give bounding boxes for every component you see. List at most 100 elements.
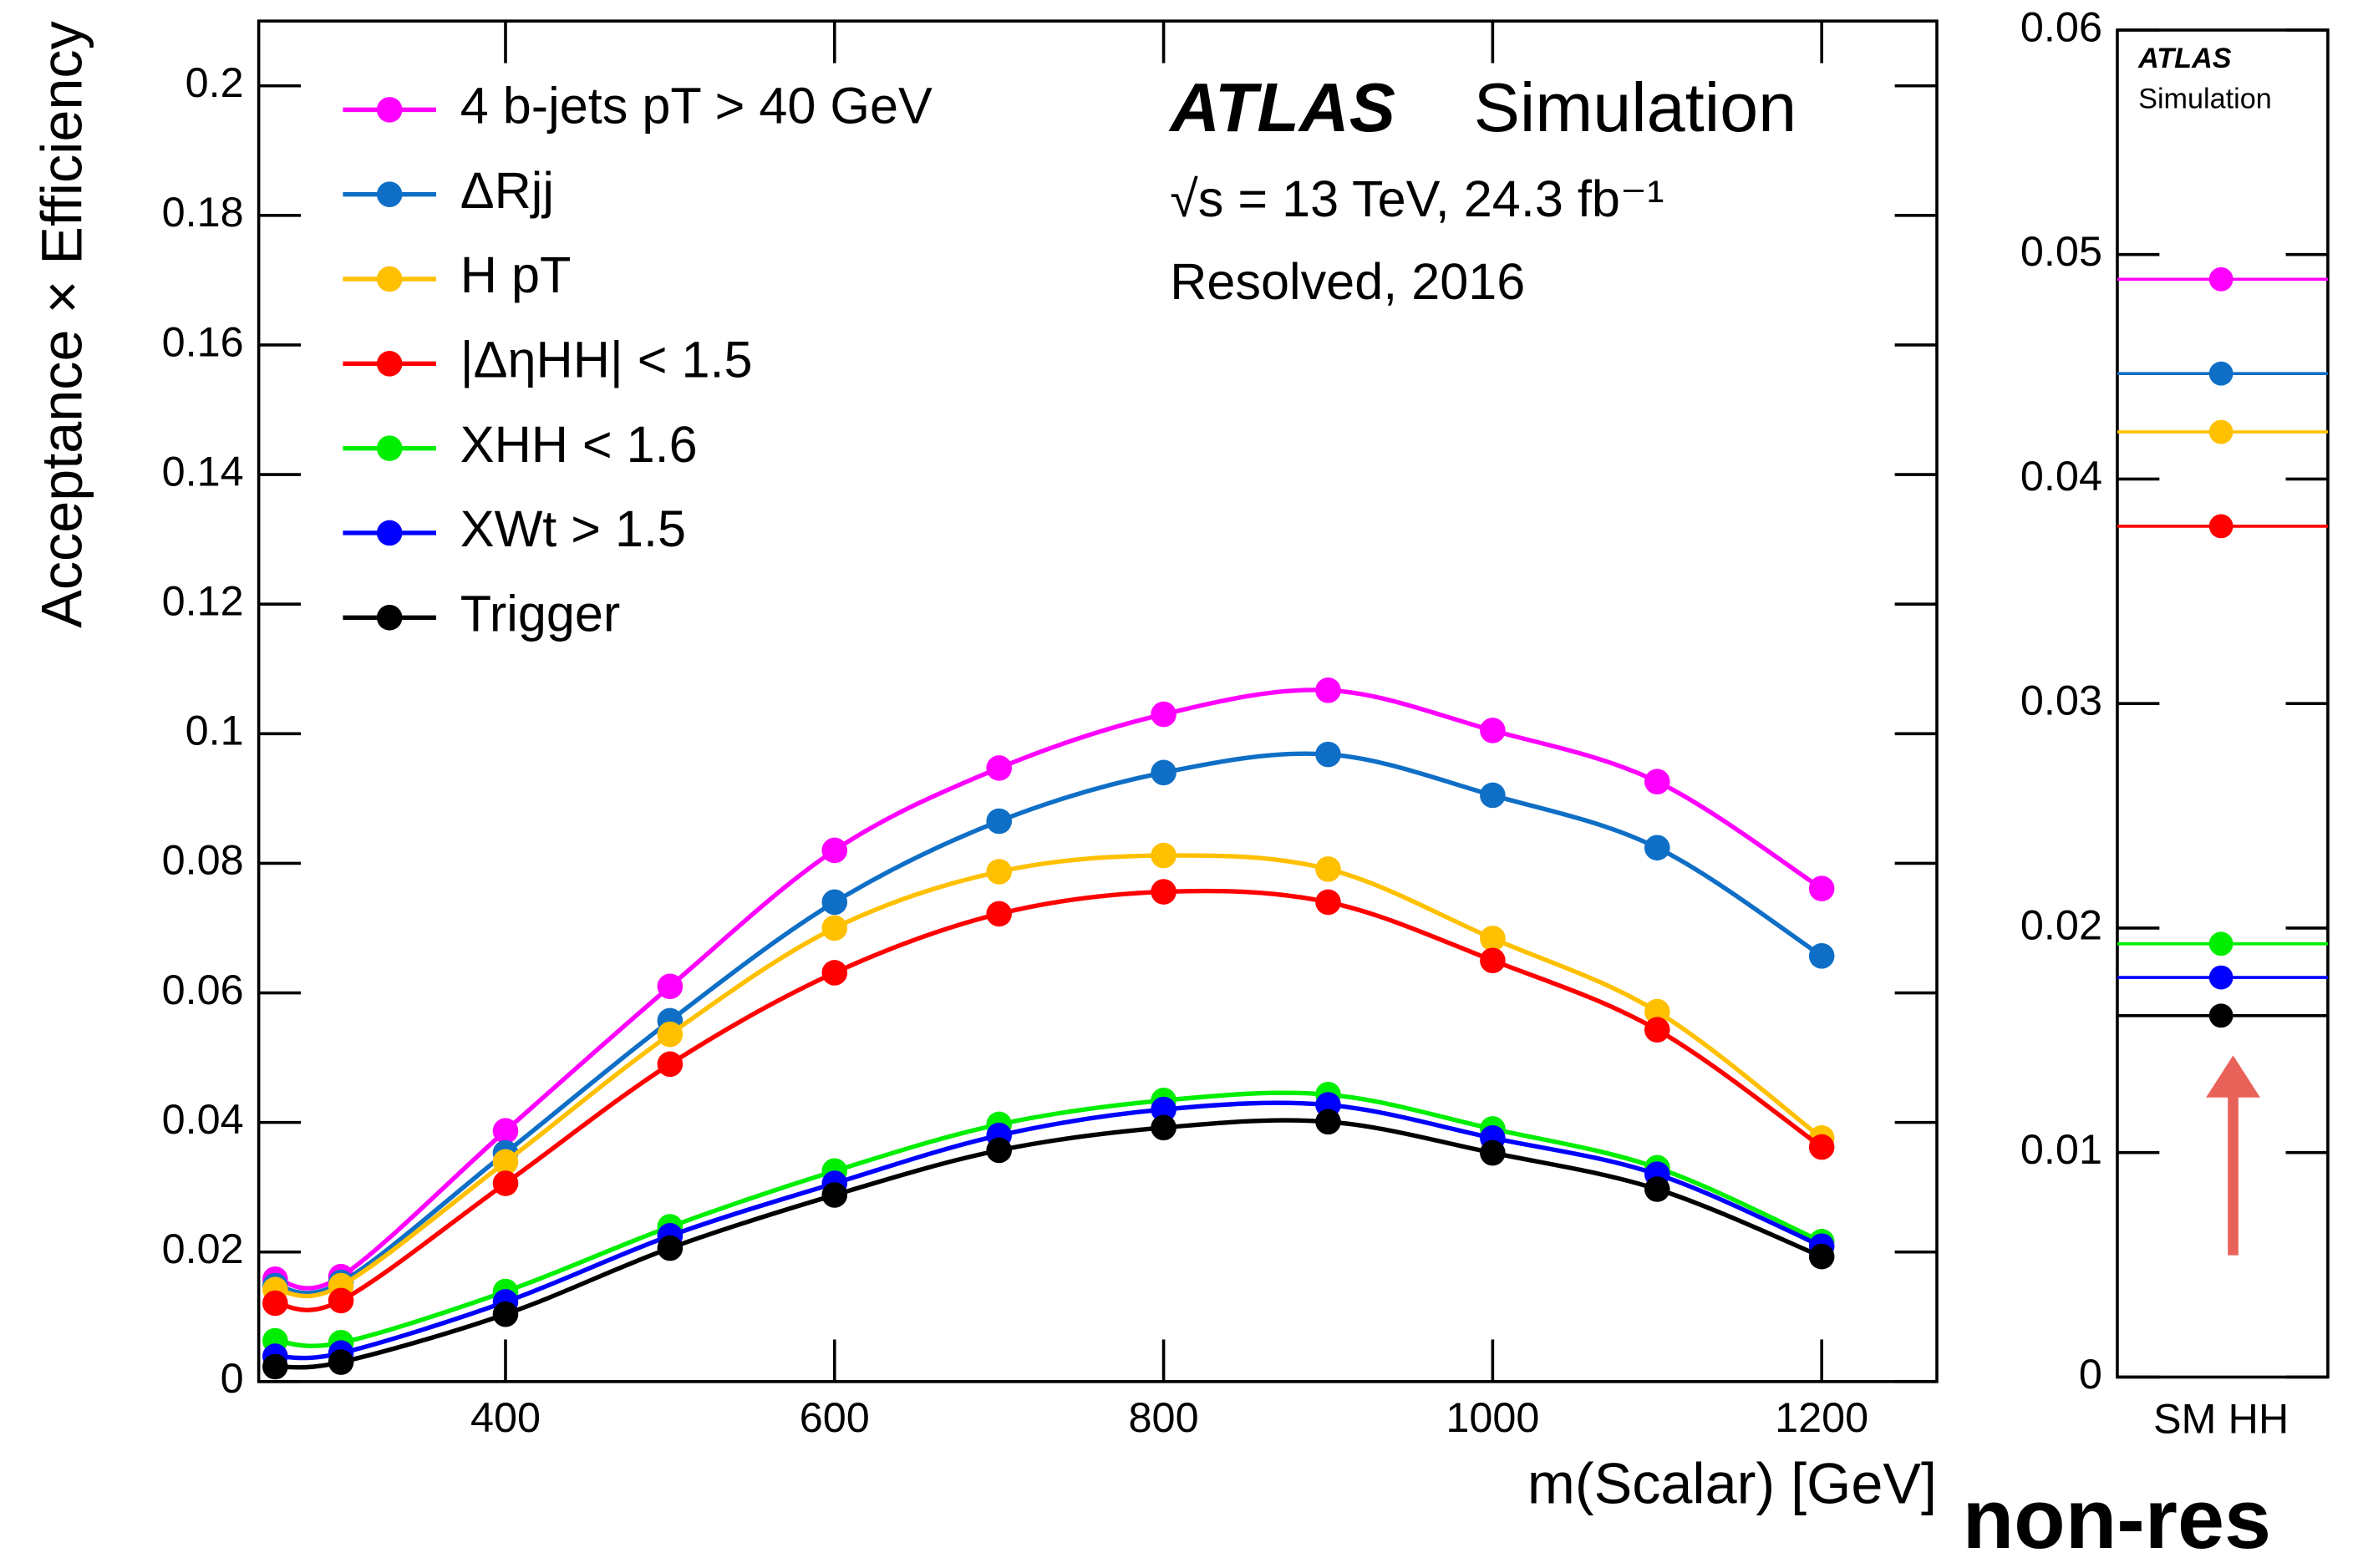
y-tick-label: 0.12: [162, 577, 244, 625]
annotation: non-res: [1963, 1473, 2272, 1566]
y-tick-label: 0.14: [162, 447, 244, 495]
data-point: [1808, 943, 1835, 969]
legend-marker: [376, 435, 403, 461]
x-tick-label: SM HH: [2153, 1395, 2289, 1443]
legend-marker: [376, 97, 403, 123]
annotation: ATLAS: [2137, 43, 2232, 74]
data-point: [657, 1235, 684, 1261]
x-tick-label: 600: [800, 1393, 870, 1441]
data-point: [2208, 931, 2233, 957]
y-tick-label: 0.2: [185, 58, 244, 106]
legend-label: XHH < 1.6: [460, 416, 698, 473]
data-point: [821, 915, 848, 941]
data-point: [328, 1349, 354, 1375]
annotation: Resolved, 2016: [1170, 253, 1525, 310]
data-point: [1315, 856, 1341, 882]
annotation: Simulation: [2138, 84, 2272, 115]
data-point: [657, 1021, 684, 1048]
y-tick-label: 0.06: [162, 966, 244, 1013]
data-point: [986, 901, 1012, 927]
data-point: [492, 1118, 519, 1144]
legend-label: H pT: [460, 246, 572, 303]
annotation: ATLAS: [1168, 69, 1395, 146]
data-point: [262, 1353, 288, 1380]
data-point: [821, 1182, 848, 1208]
y-tick-label: 0.03: [2020, 677, 2102, 724]
legend-label: ΔRjj: [460, 162, 554, 219]
data-point: [328, 1287, 354, 1314]
data-point: [1151, 879, 1176, 905]
y-tick-label: 0.04: [162, 1095, 244, 1143]
data-point: [1151, 759, 1176, 786]
x-tick-label: 800: [1129, 1393, 1199, 1441]
data-point: [657, 1051, 684, 1078]
data-point: [657, 973, 684, 1000]
legend-label: |ΔηHH| < 1.5: [460, 331, 753, 388]
data-point: [1480, 926, 1506, 951]
arrow: [2206, 1055, 2260, 1256]
data-point: [2208, 1003, 2233, 1028]
data-point: [1151, 842, 1176, 869]
data-point: [2208, 514, 2233, 539]
data-point: [986, 859, 1012, 885]
data-point: [2208, 419, 2233, 444]
data-point: [821, 960, 848, 986]
data-point: [1644, 1176, 1670, 1202]
data-point: [986, 755, 1012, 781]
y-tick-label: 0.05: [2020, 227, 2102, 275]
plot-frame: [257, 19, 1939, 1383]
data-point: [821, 837, 848, 864]
y-tick-label: 0.08: [162, 836, 244, 884]
data-point: [1644, 769, 1670, 794]
legend-marker: [376, 520, 403, 546]
legend-label: 4 b-jets pT > 40 GeV: [460, 78, 933, 134]
data-point: [986, 1137, 1012, 1164]
y-tick-label: 0: [2079, 1350, 2102, 1398]
x-axis-title: m(Scalar) [GeV]: [1527, 1453, 1937, 1516]
data-point: [2208, 965, 2233, 990]
legend-label: XWt > 1.5: [460, 500, 686, 557]
data-point: [1644, 1017, 1670, 1043]
data-point: [1480, 947, 1506, 974]
y-tick-label: 0.02: [2020, 901, 2102, 948]
y-tick-label: 0.01: [2020, 1125, 2102, 1173]
data-point: [1808, 1243, 1835, 1270]
data-point: [1480, 718, 1506, 743]
data-point: [262, 1290, 288, 1317]
legend-label: Trigger: [460, 585, 621, 642]
data-point: [1808, 1134, 1835, 1160]
annotation: √s = 13 TeV, 24.3 fb⁻¹: [1170, 170, 1664, 227]
y-tick-label: 0.06: [2020, 3, 2102, 50]
data-point: [1151, 701, 1176, 728]
annotation: Simulation: [1474, 69, 1796, 146]
data-point: [986, 808, 1012, 835]
data-point: [1315, 741, 1341, 768]
y-tick-label: 0.02: [162, 1225, 244, 1272]
data-point: [1480, 782, 1506, 809]
data-point: [492, 1170, 519, 1196]
y-tick-label: 0.04: [2020, 452, 2102, 500]
data-point: [1315, 889, 1341, 916]
legend-marker: [376, 266, 403, 292]
x-tick-label: 400: [470, 1393, 541, 1441]
y-tick-label: 0.16: [162, 317, 244, 365]
data-point: [1151, 1114, 1176, 1141]
y-tick-label: 0.18: [162, 188, 244, 236]
x-tick-label: 1200: [1775, 1393, 1868, 1441]
legend-marker: [376, 181, 403, 207]
data-point: [2208, 266, 2233, 292]
legend-marker: [376, 351, 403, 377]
data-point: [1808, 875, 1835, 901]
data-point: [492, 1301, 519, 1327]
data-point: [1151, 1096, 1176, 1123]
y-tick-label: 0.1: [185, 707, 244, 754]
y-tick-label: 0: [221, 1354, 244, 1402]
data-point: [1644, 998, 1670, 1025]
data-point: [1315, 1109, 1341, 1135]
data-point: [492, 1149, 519, 1175]
data-point: [1480, 1139, 1506, 1166]
y-axis-title: Acceptance × Efficiency: [30, 20, 94, 627]
